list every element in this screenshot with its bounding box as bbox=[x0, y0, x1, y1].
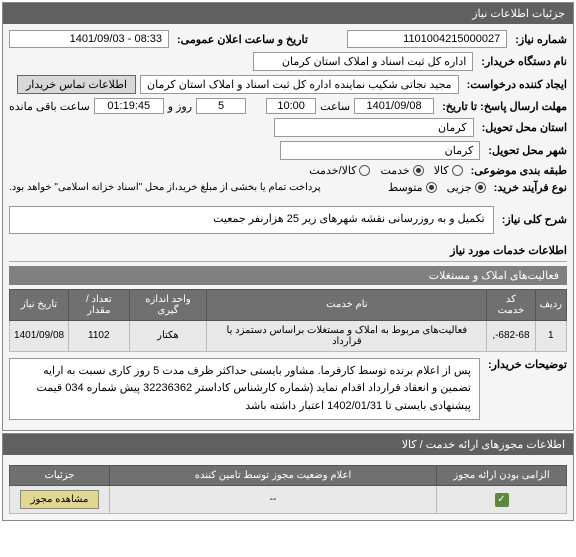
cell-qty: 1102 bbox=[69, 320, 129, 351]
permit-col3: جزئیات bbox=[10, 466, 110, 486]
services-table: ردیف کد خدمت نام خدمت واحد اندازه گیری ت… bbox=[9, 289, 567, 352]
radio-icon bbox=[359, 165, 370, 176]
day-count: 5 bbox=[196, 98, 246, 114]
remain-time: 01:19:45 bbox=[94, 98, 164, 114]
permit-col2: اعلام وضعیت مجوز توسط تامین کننده bbox=[110, 466, 437, 486]
subject-radio-group: کالا خدمت کالا/خدمت bbox=[309, 164, 462, 177]
buyer-field: اداره کل ثبت اسناد و املاک استان کرمان bbox=[253, 52, 473, 71]
province-label: استان محل تحویل: bbox=[478, 121, 567, 134]
row-desc: شرح کلی نیاز: تکمیل و به روزرسانی نقشه ش… bbox=[9, 206, 567, 234]
row-buyer-note: توضیحات خریدار: پس از اعلام برنده توسط ک… bbox=[9, 358, 567, 421]
cell-row: 1 bbox=[535, 320, 566, 351]
row-deadline: مهلت ارسال پاسخ: تا تاریخ: 1401/09/08 سا… bbox=[9, 98, 567, 114]
activity-title: فعالیت‌های املاک و مستغلات bbox=[9, 266, 567, 285]
row-subject-type: طبقه بندی موضوعی: کالا خدمت کالا/خدمت bbox=[9, 164, 567, 177]
day-label: روز و bbox=[168, 100, 192, 113]
row-process: نوع فرآیند خرید: جزیی متوسط پرداخت تمام … bbox=[9, 181, 567, 194]
buyer-label: نام دستگاه خریدار: bbox=[477, 55, 567, 68]
radio-service-label: خدمت bbox=[380, 164, 409, 177]
deadline-label: مهلت ارسال پاسخ: تا تاریخ: bbox=[438, 100, 567, 113]
radio-both-label: کالا/خدمت bbox=[309, 164, 356, 177]
radio-icon bbox=[426, 182, 437, 193]
subject-type-label: طبقه بندی موضوعی: bbox=[467, 164, 567, 177]
cell-unit: هکتار bbox=[129, 320, 207, 351]
permits-header-row: الزامی بودن ارائه مجوز اعلام وضعیت مجوز … bbox=[10, 466, 567, 486]
col-date: تاریخ نیاز bbox=[10, 289, 69, 320]
main-panel: جزئیات اطلاعات نیاز شماره نیاز: 11010042… bbox=[2, 2, 574, 431]
col-unit: واحد اندازه گیری bbox=[129, 289, 207, 320]
deadline-date: 1401/09/08 bbox=[354, 98, 434, 114]
check-icon: ✓ bbox=[495, 493, 509, 507]
permit-col1: الزامی بودن ارائه مجوز bbox=[437, 466, 567, 486]
permits-table: الزامی بودن ارائه مجوز اعلام وضعیت مجوز … bbox=[9, 465, 567, 514]
radio-partial-label: جزیی bbox=[447, 181, 472, 194]
deadline-time: 10:00 bbox=[266, 98, 316, 114]
radio-medium-label: متوسط bbox=[388, 181, 423, 194]
radio-both[interactable]: کالا/خدمت bbox=[309, 164, 370, 177]
desc-field: تکمیل و به روزرسانی نقشه شهرهای زیر 25 ه… bbox=[9, 206, 494, 234]
radio-icon bbox=[452, 165, 463, 176]
city-field: کرمان bbox=[280, 141, 480, 160]
cell-name: فعالیت‌های مربوط به املاک و مستغلات براس… bbox=[207, 320, 487, 351]
panel-title: جزئیات اطلاعات نیاز bbox=[3, 3, 573, 24]
need-no-field: 1101004215000027 bbox=[347, 30, 507, 48]
process-radio-group: جزیی متوسط bbox=[388, 181, 486, 194]
requester-field: مجید نجاتی شکیب نماینده اداره کل ثبت اسن… bbox=[140, 75, 459, 94]
time-label: ساعت bbox=[320, 100, 350, 113]
announce-field: 08:33 - 1401/09/03 bbox=[9, 30, 169, 48]
row-city: شهر محل تحویل: کرمان bbox=[9, 141, 567, 160]
services-title: اطلاعات خدمات مورد نیاز bbox=[9, 240, 567, 262]
need-no-label: شماره نیاز: bbox=[511, 33, 567, 46]
desc-label: شرح کلی نیاز: bbox=[498, 213, 567, 226]
city-label: شهر محل تحویل: bbox=[484, 144, 567, 157]
process-note: پرداخت تمام یا بخشی از مبلغ خرید،از محل … bbox=[9, 182, 321, 193]
cell-date: 1401/09/08 bbox=[10, 320, 69, 351]
permits-title: اطلاعات مجوزهای ارائه خدمت / کالا bbox=[3, 434, 573, 455]
col-code: کد خدمت bbox=[487, 289, 535, 320]
radio-goods[interactable]: کالا bbox=[434, 164, 463, 177]
remain-label: ساعت باقی مانده bbox=[9, 100, 90, 113]
col-name: نام خدمت bbox=[207, 289, 487, 320]
permits-row: ✓ -- مشاهده مجوز bbox=[10, 486, 567, 514]
permits-body: الزامی بودن ارائه مجوز اعلام وضعیت مجوز … bbox=[3, 455, 573, 520]
buyer-note-field: پس از اعلام برنده توسط کارفرما. مشاور با… bbox=[9, 358, 480, 421]
contact-button[interactable]: اطلاعات تماس خریدار bbox=[17, 75, 136, 94]
row-buyer: نام دستگاه خریدار: اداره کل ثبت اسناد و … bbox=[9, 52, 567, 71]
radio-medium[interactable]: متوسط bbox=[388, 181, 437, 194]
panel-body: شماره نیاز: 1101004215000027 تاریخ و ساع… bbox=[3, 24, 573, 430]
view-permit-button[interactable]: مشاهده مجوز bbox=[20, 490, 100, 509]
permit-cell3: مشاهده مجوز bbox=[10, 486, 110, 514]
row-need-no: شماره نیاز: 1101004215000027 تاریخ و ساع… bbox=[9, 30, 567, 48]
radio-icon bbox=[413, 165, 424, 176]
cell-code: 682-68-, bbox=[487, 320, 535, 351]
col-qty: تعداد / مقدار bbox=[69, 289, 129, 320]
radio-partial[interactable]: جزیی bbox=[447, 181, 486, 194]
row-province: استان محل تحویل: کرمان bbox=[9, 118, 567, 137]
permit-cell2: -- bbox=[110, 486, 437, 514]
permits-panel: اطلاعات مجوزهای ارائه خدمت / کالا الزامی… bbox=[2, 433, 574, 521]
radio-service[interactable]: خدمت bbox=[380, 164, 423, 177]
announce-label: تاریخ و ساعت اعلان عمومی: bbox=[173, 33, 308, 46]
permit-cell1: ✓ bbox=[437, 486, 567, 514]
table-row: 1 682-68-, فعالیت‌های مربوط به املاک و م… bbox=[10, 320, 567, 351]
process-label: نوع فرآیند خرید: bbox=[490, 181, 567, 194]
radio-goods-label: کالا bbox=[434, 164, 449, 177]
province-field: کرمان bbox=[274, 118, 474, 137]
col-row: ردیف bbox=[535, 289, 566, 320]
row-requester: ایجاد کننده درخواست: مجید نجاتی شکیب نما… bbox=[9, 75, 567, 94]
buyer-note-label: توضیحات خریدار: bbox=[484, 358, 567, 371]
radio-icon bbox=[475, 182, 486, 193]
table-header-row: ردیف کد خدمت نام خدمت واحد اندازه گیری ت… bbox=[10, 289, 567, 320]
requester-label: ایجاد کننده درخواست: bbox=[463, 78, 567, 91]
